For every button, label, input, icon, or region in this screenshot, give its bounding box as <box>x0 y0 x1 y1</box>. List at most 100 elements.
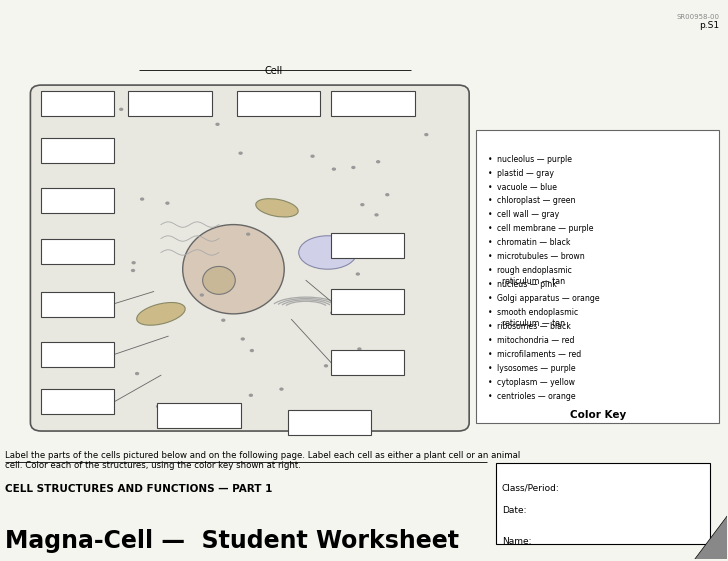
Text: Label the parts of the cells pictured below and on the following page. Label eac: Label the parts of the cells pictured be… <box>5 450 521 470</box>
Circle shape <box>351 166 355 169</box>
Text: •: • <box>488 364 493 373</box>
Text: •: • <box>488 266 493 275</box>
Text: •: • <box>488 210 493 219</box>
Text: CELL STRUCTURES AND FUNCTIONS — PART 1: CELL STRUCTURES AND FUNCTIONS — PART 1 <box>5 484 272 494</box>
Text: smooth endoplasmic
  reticulum — tan: smooth endoplasmic reticulum — tan <box>496 308 578 328</box>
FancyBboxPatch shape <box>41 138 114 163</box>
FancyBboxPatch shape <box>157 403 241 428</box>
FancyBboxPatch shape <box>331 233 404 258</box>
Circle shape <box>360 203 365 206</box>
Circle shape <box>330 311 334 315</box>
Text: •: • <box>488 252 493 261</box>
Circle shape <box>346 110 350 113</box>
Text: •: • <box>488 280 493 289</box>
FancyBboxPatch shape <box>288 411 371 435</box>
Circle shape <box>332 167 336 171</box>
Text: mitochondria — red: mitochondria — red <box>496 336 574 345</box>
Text: p.S1: p.S1 <box>699 21 719 30</box>
Circle shape <box>249 394 253 397</box>
FancyBboxPatch shape <box>331 289 404 314</box>
Text: •: • <box>488 308 493 317</box>
Circle shape <box>215 123 220 126</box>
Text: Date:: Date: <box>502 506 526 515</box>
Text: •: • <box>488 378 493 387</box>
Circle shape <box>221 319 226 322</box>
Text: centrioles — orange: centrioles — orange <box>496 392 575 401</box>
Circle shape <box>156 405 160 408</box>
FancyBboxPatch shape <box>41 91 114 116</box>
Text: nucleus — pink: nucleus — pink <box>496 280 557 289</box>
Text: •: • <box>488 224 493 233</box>
FancyBboxPatch shape <box>41 238 114 264</box>
Circle shape <box>376 160 380 163</box>
FancyBboxPatch shape <box>476 130 719 422</box>
Ellipse shape <box>202 266 235 295</box>
Circle shape <box>356 272 360 275</box>
Circle shape <box>132 261 136 264</box>
Text: rough endoplasmic
  reticulum — tan: rough endoplasmic reticulum — tan <box>496 266 571 286</box>
FancyBboxPatch shape <box>331 350 404 375</box>
Ellipse shape <box>137 302 185 325</box>
Circle shape <box>246 232 250 236</box>
Text: vacuole — blue: vacuole — blue <box>496 182 557 191</box>
Text: •: • <box>488 350 493 359</box>
Text: •: • <box>488 182 493 191</box>
Text: •: • <box>488 196 493 205</box>
Text: •: • <box>488 392 493 401</box>
FancyBboxPatch shape <box>31 85 469 431</box>
Text: Class/Period:: Class/Period: <box>502 484 560 493</box>
Text: plastid — gray: plastid — gray <box>496 168 554 177</box>
FancyBboxPatch shape <box>496 463 710 544</box>
Circle shape <box>135 372 139 375</box>
Circle shape <box>119 108 123 111</box>
Circle shape <box>310 154 314 158</box>
Circle shape <box>131 269 135 272</box>
Text: chromatin — black: chromatin — black <box>496 238 570 247</box>
Circle shape <box>350 298 355 302</box>
FancyBboxPatch shape <box>331 91 415 116</box>
Circle shape <box>357 347 362 351</box>
Text: •: • <box>488 168 493 177</box>
FancyBboxPatch shape <box>41 342 114 367</box>
Ellipse shape <box>256 199 298 217</box>
Circle shape <box>385 193 389 196</box>
FancyBboxPatch shape <box>41 292 114 316</box>
Circle shape <box>374 213 379 217</box>
Circle shape <box>250 349 254 352</box>
Text: •: • <box>488 238 493 247</box>
Circle shape <box>424 133 429 136</box>
Text: •: • <box>488 294 493 304</box>
Circle shape <box>324 364 328 367</box>
Text: ribosomes — black: ribosomes — black <box>496 322 571 331</box>
Text: Cell: Cell <box>264 66 282 76</box>
Text: nucleolus — purple: nucleolus — purple <box>496 155 571 164</box>
Text: •: • <box>488 336 493 345</box>
Text: chloroplast — green: chloroplast — green <box>496 196 575 205</box>
FancyBboxPatch shape <box>41 188 114 213</box>
Text: Golgi apparatus — orange: Golgi apparatus — orange <box>496 294 599 304</box>
Text: cytoplasm — yellow: cytoplasm — yellow <box>496 378 574 387</box>
Text: lysosomes — purple: lysosomes — purple <box>496 364 575 373</box>
Text: Name:: Name: <box>502 537 531 546</box>
Text: cell wall — gray: cell wall — gray <box>496 210 559 219</box>
FancyBboxPatch shape <box>41 389 114 414</box>
Ellipse shape <box>298 236 357 269</box>
Circle shape <box>140 197 144 201</box>
Circle shape <box>199 293 204 297</box>
Text: Color Key: Color Key <box>570 411 626 420</box>
Polygon shape <box>694 515 727 559</box>
Circle shape <box>165 201 170 205</box>
FancyBboxPatch shape <box>237 91 320 116</box>
Text: cell membrane — purple: cell membrane — purple <box>496 224 593 233</box>
Ellipse shape <box>183 224 284 314</box>
Text: •: • <box>488 322 493 331</box>
Text: SR00958-00: SR00958-00 <box>676 13 719 20</box>
Circle shape <box>238 151 242 155</box>
Text: •: • <box>488 155 493 164</box>
Circle shape <box>280 388 284 391</box>
Circle shape <box>240 337 245 341</box>
Text: Magna-Cell —  Student Worksheet: Magna-Cell — Student Worksheet <box>5 528 459 553</box>
Text: microfilaments — red: microfilaments — red <box>496 350 581 359</box>
FancyBboxPatch shape <box>128 91 212 116</box>
Text: microtubules — brown: microtubules — brown <box>496 252 585 261</box>
